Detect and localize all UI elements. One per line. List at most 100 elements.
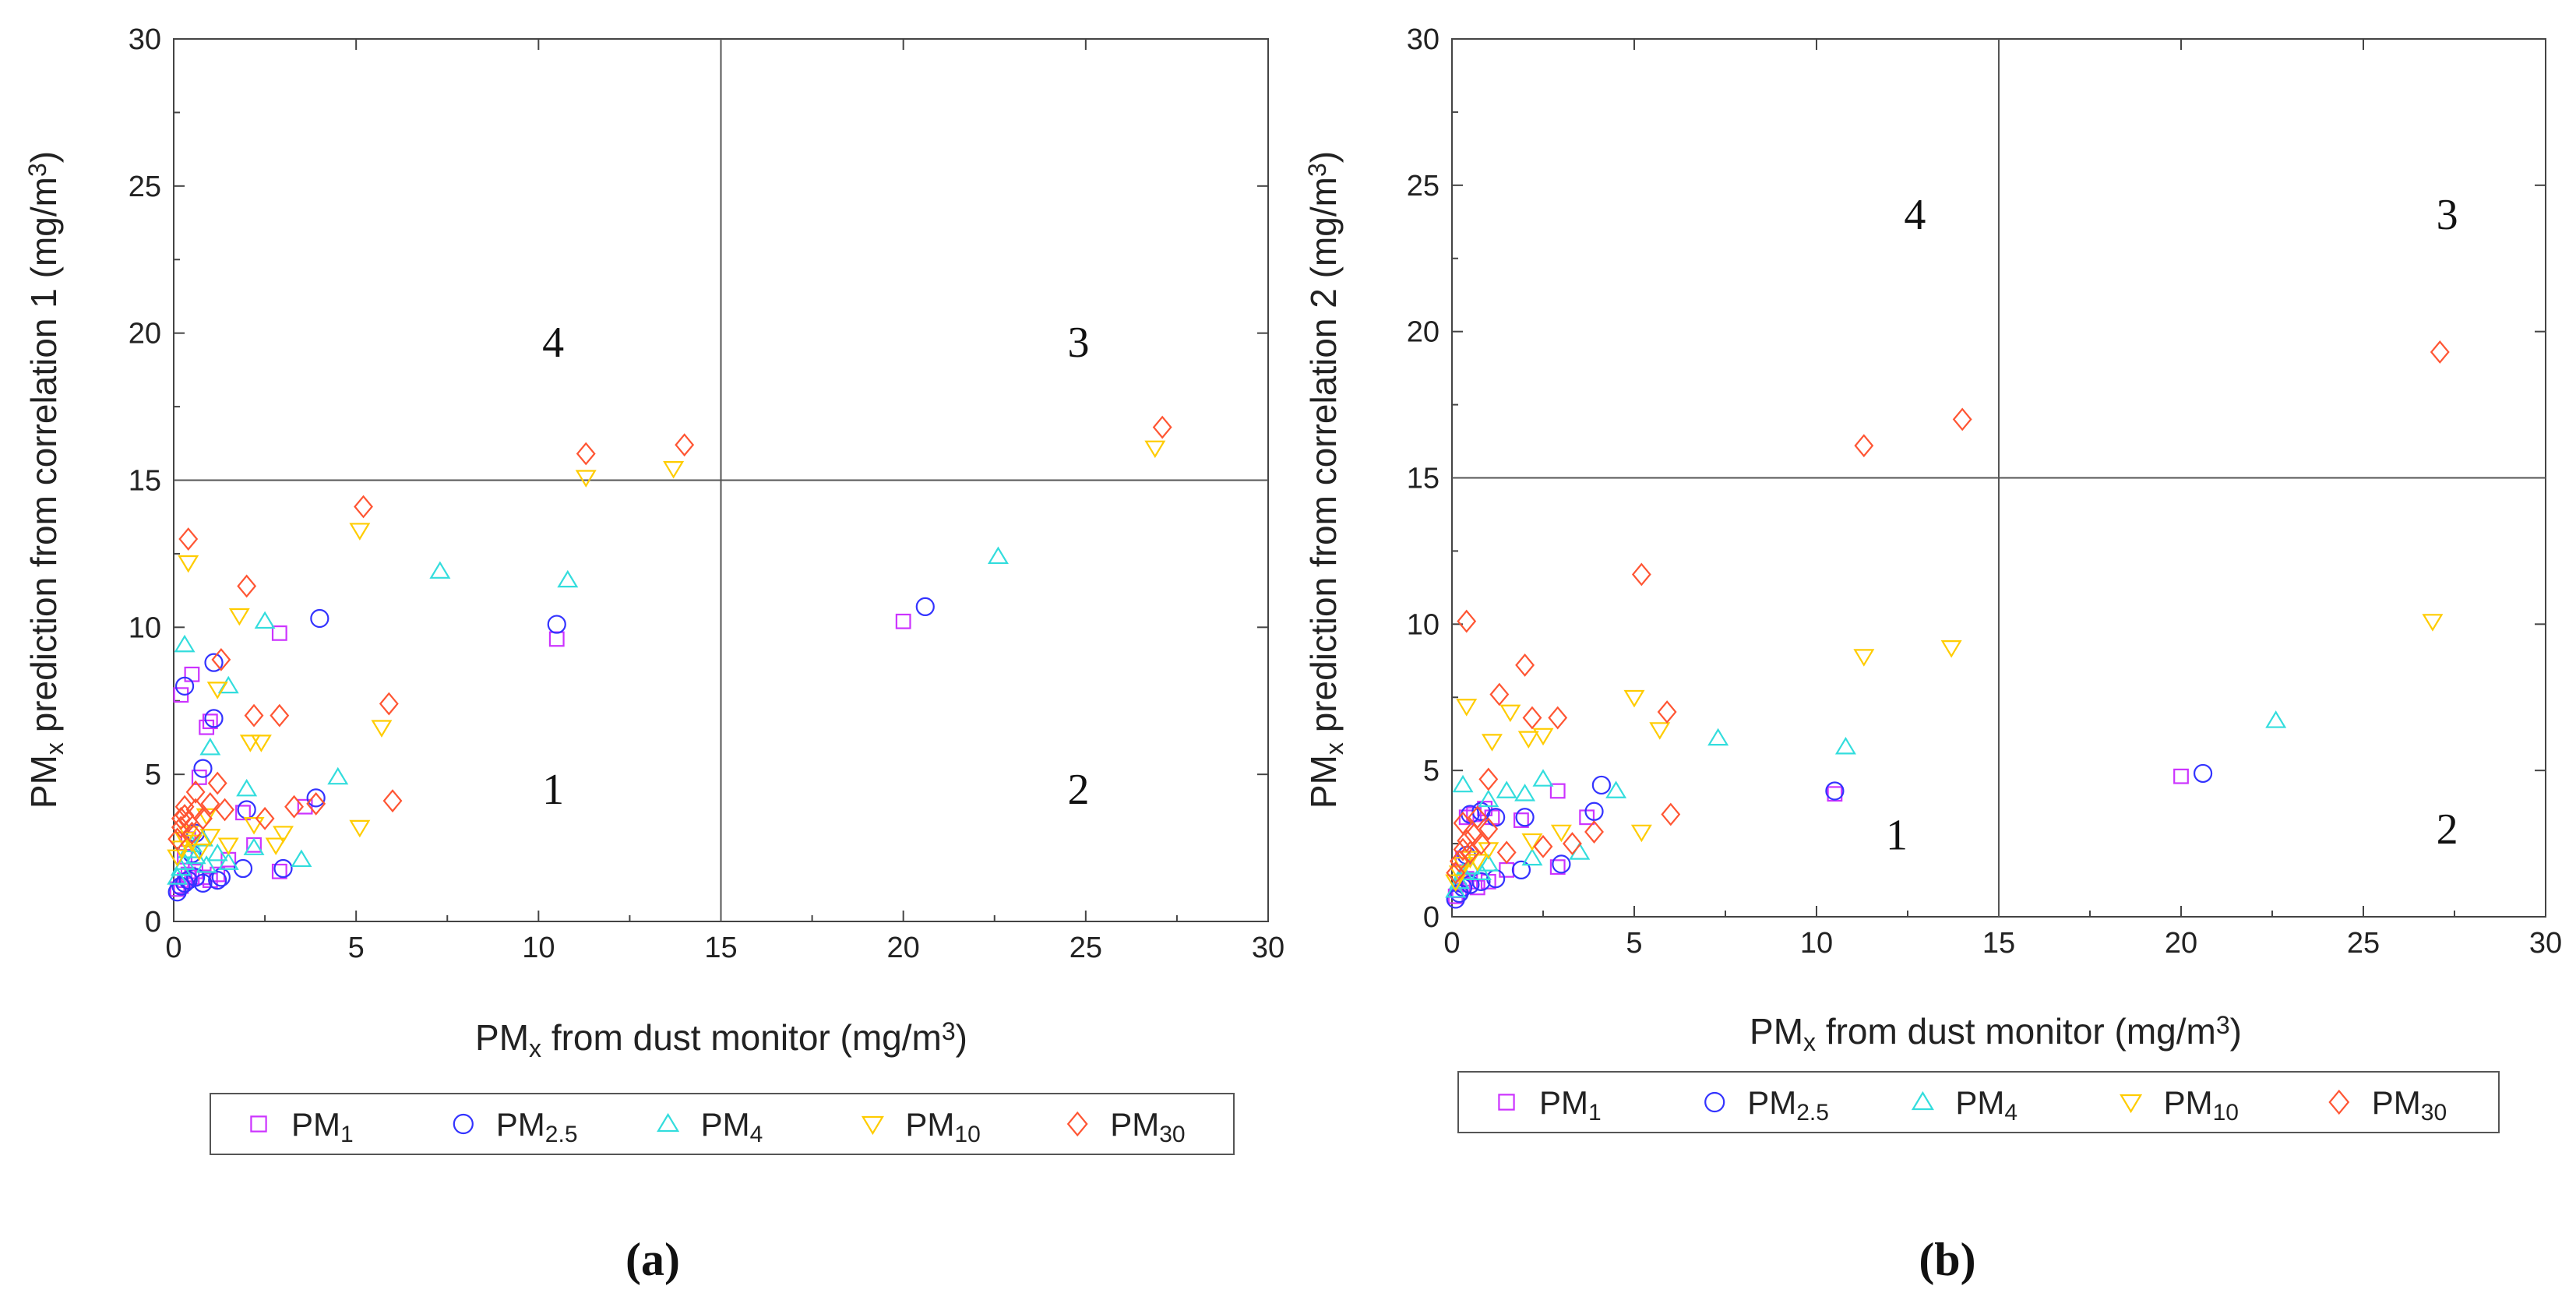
data-point-PM10 <box>217 837 239 855</box>
data-point-PM30 <box>1496 840 1517 865</box>
data-point-PM4 <box>1452 774 1474 793</box>
data-point-PM10 <box>199 829 221 847</box>
data-point-PM4 <box>1605 780 1627 798</box>
data-point-PM10 <box>206 682 228 699</box>
y-tick-label: 25 <box>1407 170 1440 203</box>
data-point-PM10 <box>265 837 287 855</box>
legend-label-base: PM <box>1955 1084 2004 1121</box>
data-point-PM2_5 <box>273 858 293 879</box>
data-point-PM30 <box>1584 820 1604 844</box>
data-point-PM30 <box>2430 340 2450 364</box>
legend-label-sub: 2.5 <box>545 1122 578 1147</box>
quadrant-label-1: 1 <box>1886 812 1908 860</box>
y-tick-label: 15 <box>1407 463 1440 495</box>
data-point-PM30 <box>1533 834 1553 858</box>
data-point-PM1 <box>235 805 251 821</box>
data-point-PM2_5 <box>306 788 326 808</box>
data-point-PM30 <box>1657 700 1677 724</box>
axis-title-base: PM <box>23 755 64 809</box>
data-point-PM4 <box>174 634 196 653</box>
data-point-PM30 <box>255 806 275 830</box>
data-point-PM4 <box>557 569 579 588</box>
data-point-PM4 <box>196 855 217 873</box>
data-point-PM4 <box>167 867 189 885</box>
data-point-PM10 <box>243 817 265 835</box>
x-tick-label: 15 <box>704 932 737 964</box>
legend-label-PM10: PM10 <box>905 1106 980 1147</box>
legend-label-base: PM <box>1110 1106 1159 1143</box>
data-point-PM4 <box>199 738 221 756</box>
data-point-PM10 <box>181 834 203 853</box>
data-point-PM30 <box>1468 805 1488 830</box>
data-point-PM30 <box>379 692 399 716</box>
data-point-PM30 <box>181 821 202 845</box>
legend-label-sub: 10 <box>2213 1100 2239 1126</box>
data-point-PM2_5 <box>1511 860 1531 879</box>
data-point-PM10 <box>349 523 371 541</box>
data-point-PM30 <box>215 798 234 822</box>
x-tick-label: 5 <box>348 932 365 964</box>
x-tick-label: 0 <box>1443 927 1460 960</box>
data-point-PM1 <box>895 613 911 629</box>
data-point-PM10 <box>273 826 294 844</box>
panel-label: (a) <box>625 1234 680 1285</box>
data-point-PM10 <box>1550 824 1572 843</box>
legend-label-sub: 4 <box>2004 1100 2017 1126</box>
data-point-PM1 <box>548 631 565 647</box>
legend-marker-PM4 <box>657 1112 680 1133</box>
data-point-PM10 <box>1649 722 1671 740</box>
legend-label-sub: 30 <box>1159 1122 1185 1147</box>
panel-label: (b) <box>1919 1234 1975 1285</box>
data-point-PM2_5 <box>1552 854 1571 874</box>
legend-label-PM1: PM1 <box>1539 1084 1602 1126</box>
axis-title-text: prediction from correlation 1 (mg/m <box>23 177 64 742</box>
y-tick-label: 20 <box>1407 316 1440 349</box>
data-point-PM4 <box>429 561 451 579</box>
axis-title-sub: x <box>41 742 69 755</box>
data-point-PM10 <box>239 735 261 752</box>
data-point-PM4 <box>1478 789 1499 808</box>
series-PM1 <box>169 613 911 897</box>
legend-label-base: PM <box>2164 1084 2213 1121</box>
data-point-PM10 <box>575 470 597 488</box>
data-point-PM4 <box>254 611 276 629</box>
series-PM10 <box>1445 614 2444 893</box>
data-point-PM4 <box>1834 736 1856 755</box>
series-PM2_5 <box>1446 763 2213 909</box>
y-tick-label: 15 <box>129 465 161 498</box>
series-PM2_5 <box>167 597 935 902</box>
data-point-PM10 <box>1532 728 1554 746</box>
data-point-PM30 <box>1548 706 1568 730</box>
y-tick-label: 5 <box>145 759 161 791</box>
data-point-PM4 <box>327 766 349 785</box>
quadrant-label-1: 1 <box>542 766 564 814</box>
x-tick-label: 10 <box>1800 927 1833 960</box>
data-point-PM30 <box>1563 832 1582 856</box>
data-point-PM10 <box>1623 689 1645 708</box>
data-point-PM2_5 <box>547 615 566 634</box>
legend-label-PM1: PM1 <box>291 1106 354 1147</box>
axis-title-end: ) <box>2230 1011 2242 1052</box>
data-point-PM30 <box>270 703 290 728</box>
data-point-PM4 <box>291 849 312 868</box>
axis-title-text: from dust monitor (mg/m <box>1816 1011 2216 1052</box>
quadrant-label-4: 4 <box>542 319 564 367</box>
data-point-PM1 <box>271 625 287 641</box>
data-point-PM30 <box>306 792 326 816</box>
data-point-PM1 <box>271 863 287 879</box>
data-point-PM10 <box>1456 699 1478 717</box>
data-point-PM10 <box>1481 734 1503 752</box>
data-point-PM2_5 <box>237 800 256 819</box>
data-point-PM1 <box>1579 809 1595 826</box>
data-point-PM4 <box>1707 728 1729 746</box>
data-point-PM30 <box>1661 802 1681 826</box>
data-point-PM30 <box>1152 415 1172 439</box>
data-point-PM4 <box>185 846 206 865</box>
legend-marker-PM10 <box>2120 1094 2143 1114</box>
data-point-PM4 <box>1448 871 1470 890</box>
data-point-PM4 <box>217 675 239 694</box>
data-point-PM4 <box>1496 780 1517 798</box>
axis-title-sup: 3 <box>23 163 51 177</box>
data-point-PM10 <box>1940 640 1962 658</box>
